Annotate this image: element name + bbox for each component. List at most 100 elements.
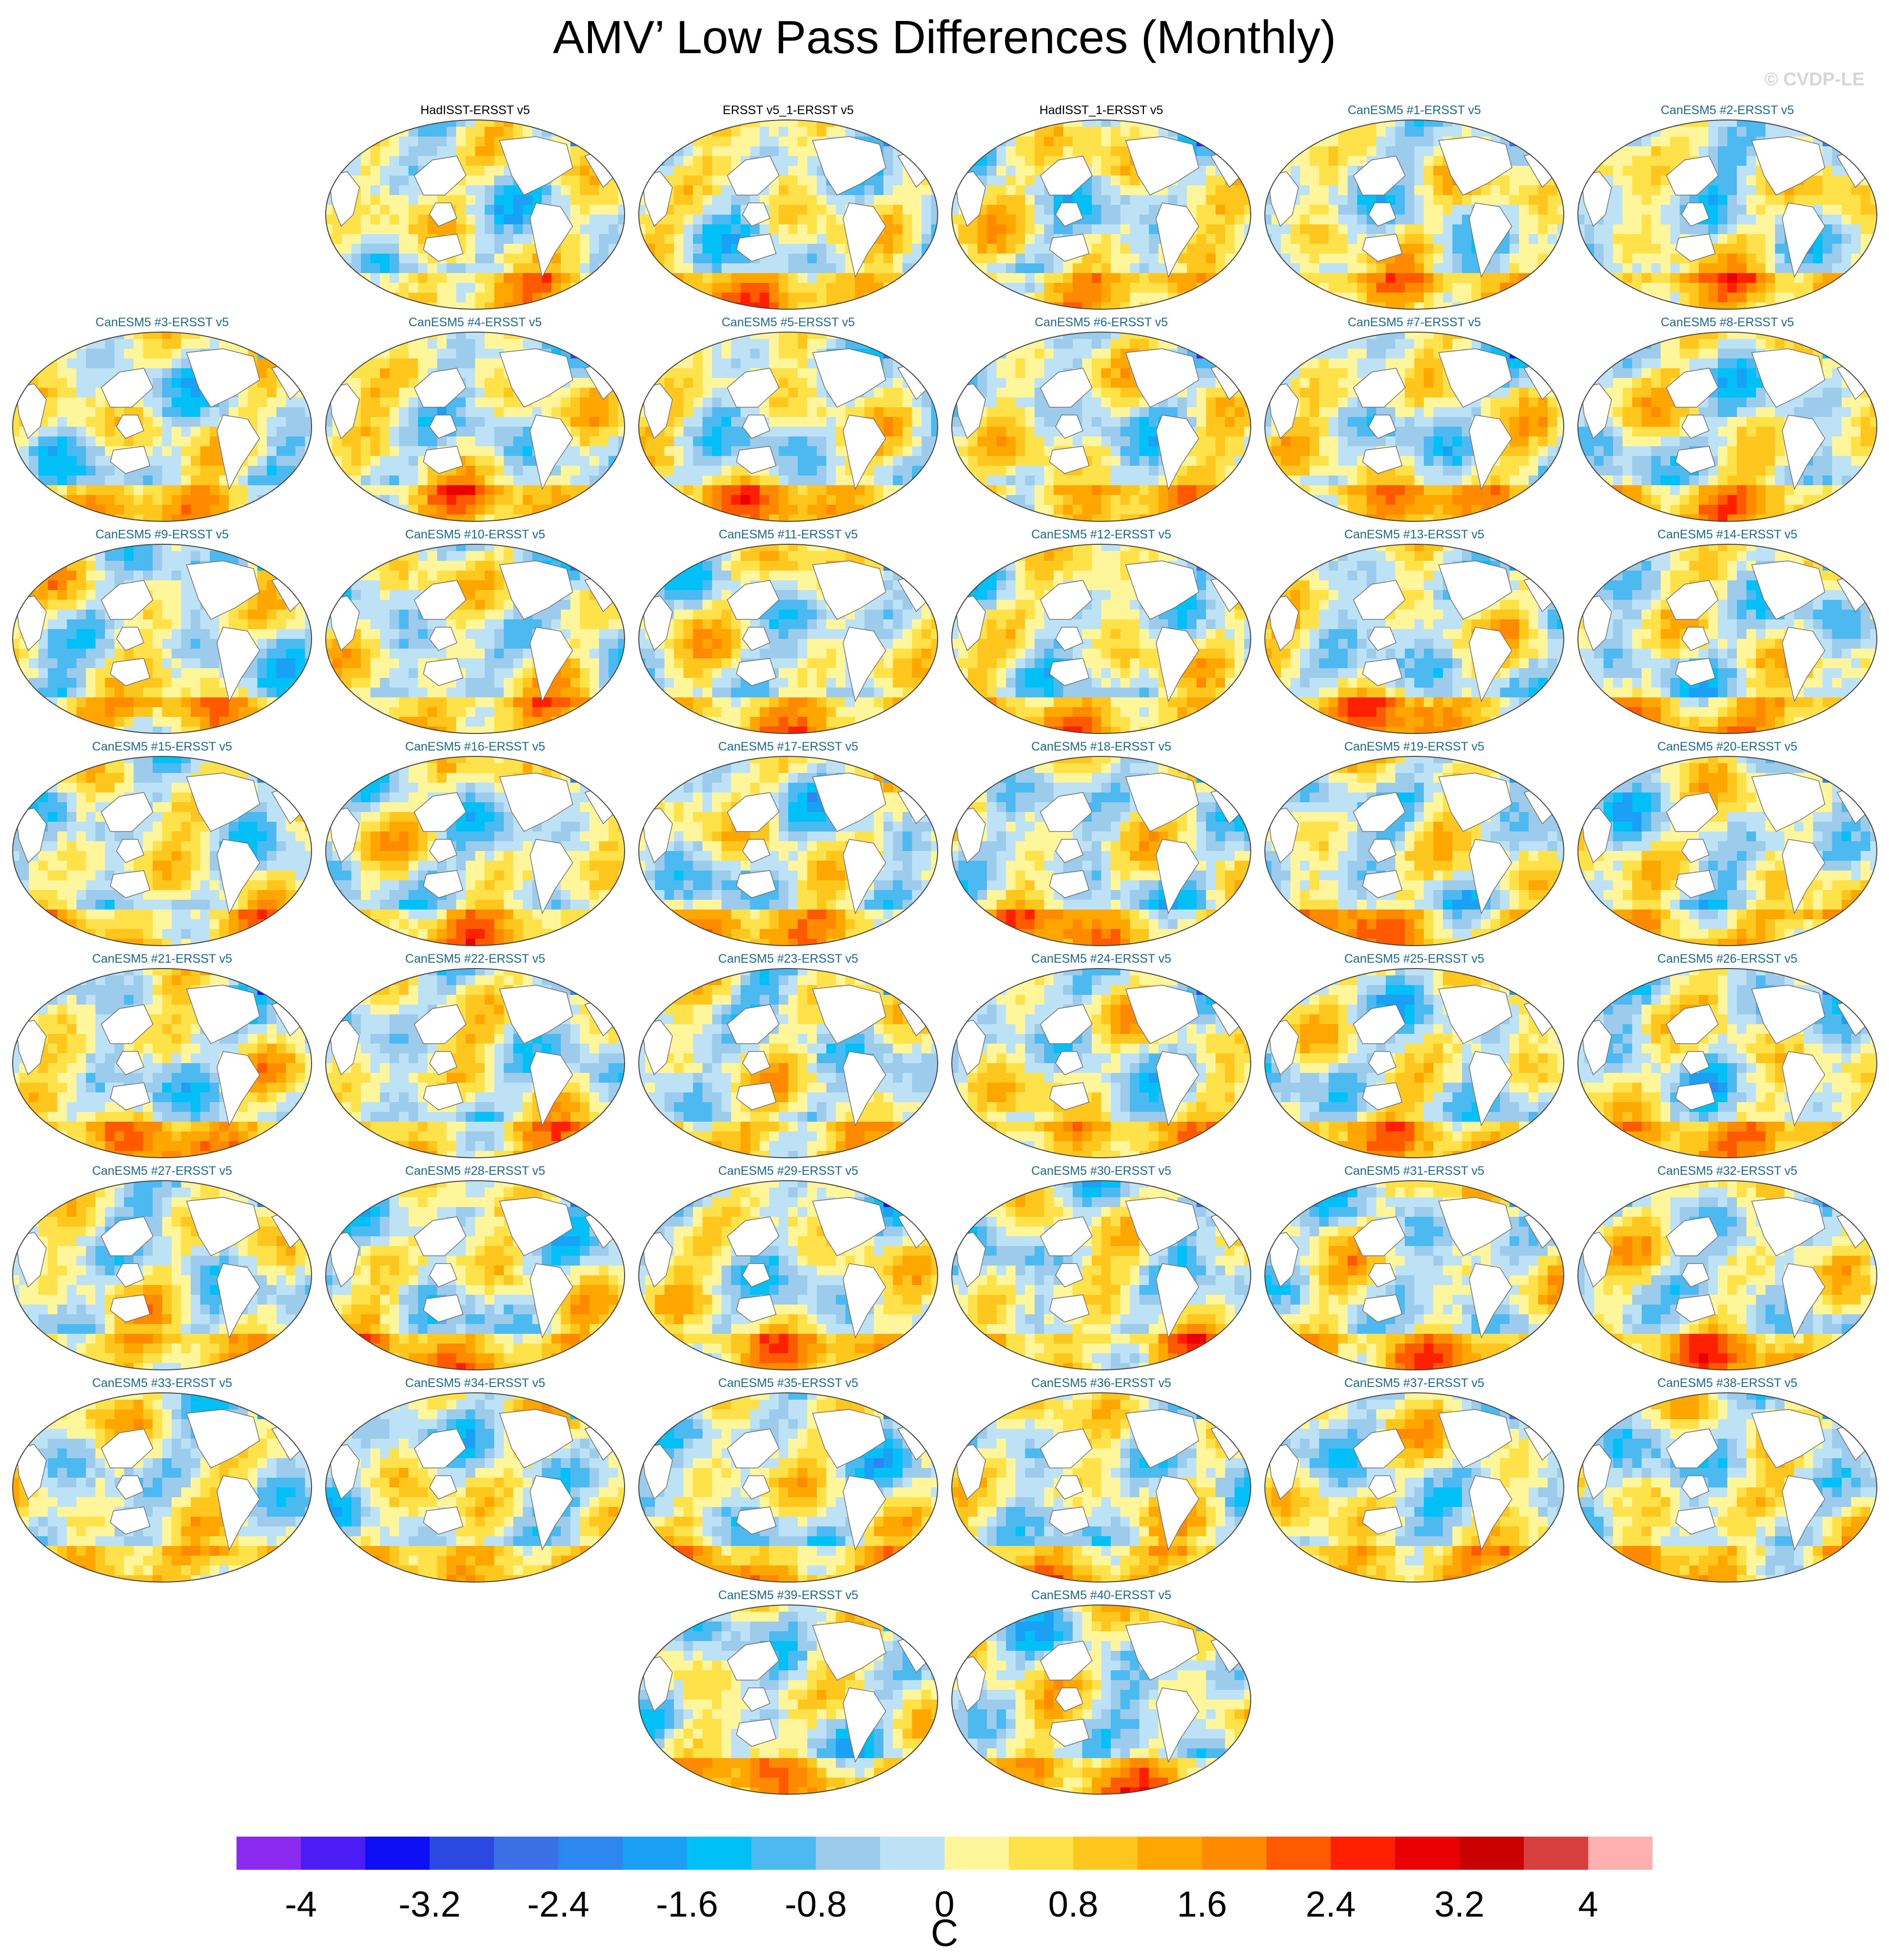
colorbar-tick-label: 4: [1578, 1884, 1598, 1924]
map-panel: CanESM5 #13-ERSST v5: [1262, 528, 1567, 740]
world-map: [1264, 756, 1564, 946]
world-map: [325, 332, 625, 522]
colorbar-box: [430, 1837, 494, 1870]
panel-title: CanESM5 #39-ERSST v5: [636, 1588, 941, 1603]
world-map: [951, 756, 1251, 946]
panel-title: CanESM5 #19-ERSST v5: [1262, 740, 1567, 754]
panel-title: CanESM5 #35-ERSST v5: [636, 1376, 941, 1390]
world-map: [951, 544, 1251, 734]
map-panel: CanESM5 #28-ERSST v5: [323, 1164, 628, 1376]
map-panel: CanESM5 #40-ERSST v5: [949, 1588, 1254, 1801]
world-map: [1577, 119, 1877, 310]
world-map: [1577, 1392, 1877, 1583]
colorbar-box: [236, 1837, 301, 1870]
colorbar-box: [1266, 1837, 1331, 1870]
world-map: [951, 1392, 1251, 1583]
colorbar-box: [558, 1837, 623, 1870]
colorbar-box: [365, 1837, 430, 1870]
world-map: [1264, 1392, 1564, 1583]
colorbar-box: [1202, 1837, 1266, 1870]
map-panel: CanESM5 #15-ERSST v5: [10, 740, 315, 952]
map-panel: HadISST_1-ERSST v5: [949, 103, 1254, 316]
map-panel: CanESM5 #24-ERSST v5: [949, 952, 1254, 1164]
world-map: [1264, 1180, 1564, 1370]
panel-title: CanESM5 #13-ERSST v5: [1262, 528, 1567, 542]
world-map: [12, 544, 312, 734]
map-panel: CanESM5 #20-ERSST v5: [1575, 740, 1880, 952]
panel-title: CanESM5 #5-ERSST v5: [636, 316, 941, 330]
colorbar-tick-label: 1.6: [1177, 1884, 1227, 1924]
world-map: [951, 119, 1251, 310]
map-panel: CanESM5 #31-ERSST v5: [1262, 1164, 1567, 1376]
world-map: [1264, 332, 1564, 522]
panel-title: HadISST-ERSST v5: [323, 103, 628, 118]
map-panel: CanESM5 #32-ERSST v5: [1575, 1164, 1880, 1376]
world-map: [12, 332, 312, 522]
map-panel: CanESM5 #6-ERSST v5: [949, 316, 1254, 528]
map-panel: CanESM5 #3-ERSST v5: [10, 316, 315, 528]
map-panel: CanESM5 #22-ERSST v5: [323, 952, 628, 1164]
map-panel: ERSST v5_1-ERSST v5: [636, 103, 941, 316]
colorbar-box: [1009, 1837, 1073, 1870]
world-map: [638, 544, 938, 734]
colorbar-box: [816, 1837, 880, 1870]
panel-title: CanESM5 #16-ERSST v5: [323, 740, 628, 754]
map-panel: CanESM5 #33-ERSST v5: [10, 1376, 315, 1588]
map-panel: CanESM5 #19-ERSST v5: [1262, 740, 1567, 952]
panel-title: CanESM5 #18-ERSST v5: [949, 740, 1254, 754]
world-map: [638, 1604, 938, 1795]
colorbar-tick-label: -1.6: [656, 1884, 718, 1924]
world-map: [325, 544, 625, 734]
world-map: [1577, 1180, 1877, 1370]
panel-title: CanESM5 #24-ERSST v5: [949, 952, 1254, 966]
map-panel: CanESM5 #23-ERSST v5: [636, 952, 941, 1164]
world-map: [1264, 968, 1564, 1158]
map-panel: CanESM5 #14-ERSST v5: [1575, 528, 1880, 740]
colorbar-tick-label: 0: [934, 1884, 954, 1924]
panel-title: CanESM5 #21-ERSST v5: [10, 952, 315, 966]
colorbar-tick-label: -2.4: [527, 1884, 590, 1924]
world-map: [325, 119, 625, 310]
panel-title: CanESM5 #22-ERSST v5: [323, 952, 628, 966]
colorbar-tick-label: -0.8: [785, 1884, 847, 1924]
panel-title: CanESM5 #34-ERSST v5: [323, 1376, 628, 1390]
panel-title: CanESM5 #31-ERSST v5: [1262, 1164, 1567, 1178]
world-map: [1264, 119, 1564, 310]
world-map: [638, 119, 938, 310]
colorbar-box: [687, 1837, 751, 1870]
world-map: [1577, 968, 1877, 1158]
map-panel: CanESM5 #26-ERSST v5: [1575, 952, 1880, 1164]
panel-title: CanESM5 #6-ERSST v5: [949, 316, 1254, 330]
map-panel: CanESM5 #35-ERSST v5: [636, 1376, 941, 1588]
world-map: [325, 1392, 625, 1583]
map-panel: CanESM5 #27-ERSST v5: [10, 1164, 315, 1376]
panel-title: CanESM5 #25-ERSST v5: [1262, 952, 1567, 966]
credit-watermark: © CVDP-LE: [1765, 69, 1865, 90]
figure-title: AMV’ Low Pass Differences (Monthly): [0, 11, 1889, 64]
colorbar-tick-label: -3.2: [398, 1884, 461, 1924]
map-panel: CanESM5 #8-ERSST v5: [1575, 316, 1880, 528]
map-panel: CanESM5 #29-ERSST v5: [636, 1164, 941, 1376]
map-panel: CanESM5 #16-ERSST v5: [323, 740, 628, 952]
panel-title: CanESM5 #36-ERSST v5: [949, 1376, 1254, 1390]
panel-title: CanESM5 #40-ERSST v5: [949, 1588, 1254, 1603]
map-panel: CanESM5 #5-ERSST v5: [636, 316, 941, 528]
map-panel: CanESM5 #7-ERSST v5: [1262, 316, 1567, 528]
map-panel: CanESM5 #10-ERSST v5: [323, 528, 628, 740]
map-panel: CanESM5 #4-ERSST v5: [323, 316, 628, 528]
map-panel: CanESM5 #38-ERSST v5: [1575, 1376, 1880, 1588]
panel-title: CanESM5 #7-ERSST v5: [1262, 316, 1567, 330]
colorbar-box: [880, 1837, 944, 1870]
world-map: [12, 1180, 312, 1370]
colorbar-box: [1395, 1837, 1459, 1870]
panel-title: CanESM5 #10-ERSST v5: [323, 528, 628, 542]
map-panel: CanESM5 #17-ERSST v5: [636, 740, 941, 952]
world-map: [1577, 756, 1877, 946]
map-panel: CanESM5 #39-ERSST v5: [636, 1588, 941, 1801]
colorbar-box: [1524, 1837, 1588, 1870]
panel-title: CanESM5 #27-ERSST v5: [10, 1164, 315, 1178]
world-map: [325, 756, 625, 946]
map-panel: CanESM5 #1-ERSST v5: [1262, 103, 1567, 316]
colorbar-box: [1459, 1837, 1524, 1870]
world-map: [12, 1392, 312, 1583]
